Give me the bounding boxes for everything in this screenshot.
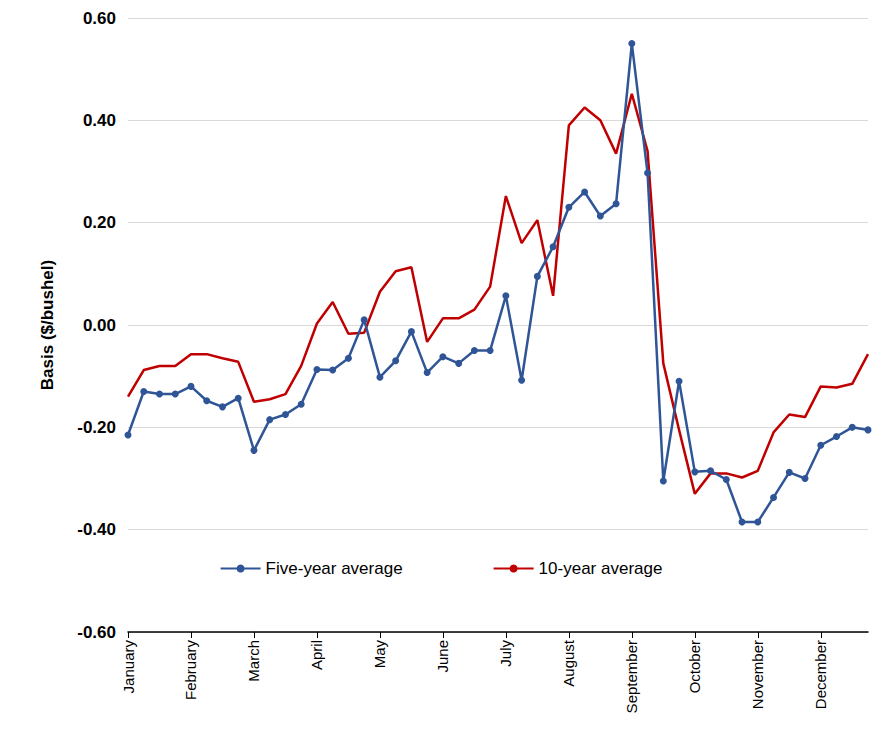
svg-text:April: April: [308, 640, 325, 670]
svg-text:0.20: 0.20: [83, 213, 116, 232]
svg-text:-0.40: -0.40: [77, 520, 116, 539]
svg-text:Basis ($/bushel): Basis ($/bushel): [38, 260, 57, 390]
svg-text:May: May: [371, 640, 388, 669]
svg-text:10-year average: 10-year average: [539, 559, 663, 578]
svg-text:0.00: 0.00: [83, 316, 116, 335]
svg-text:August: August: [560, 639, 577, 687]
svg-text:September: September: [623, 640, 640, 713]
svg-text:November: November: [749, 640, 766, 709]
svg-text:December: December: [812, 640, 829, 709]
svg-text:-0.20: -0.20: [77, 418, 116, 437]
svg-text:October: October: [686, 640, 703, 693]
svg-text:February: February: [182, 640, 199, 701]
svg-text:-0.60: -0.60: [77, 623, 116, 642]
svg-text:July: July: [497, 640, 514, 667]
svg-text:0.60: 0.60: [83, 9, 116, 28]
svg-text:March: March: [245, 640, 262, 682]
svg-text:June: June: [434, 640, 451, 673]
svg-text:Five-year average: Five-year average: [266, 559, 403, 578]
svg-text:0.40: 0.40: [83, 111, 116, 130]
svg-text:January: January: [120, 640, 137, 694]
